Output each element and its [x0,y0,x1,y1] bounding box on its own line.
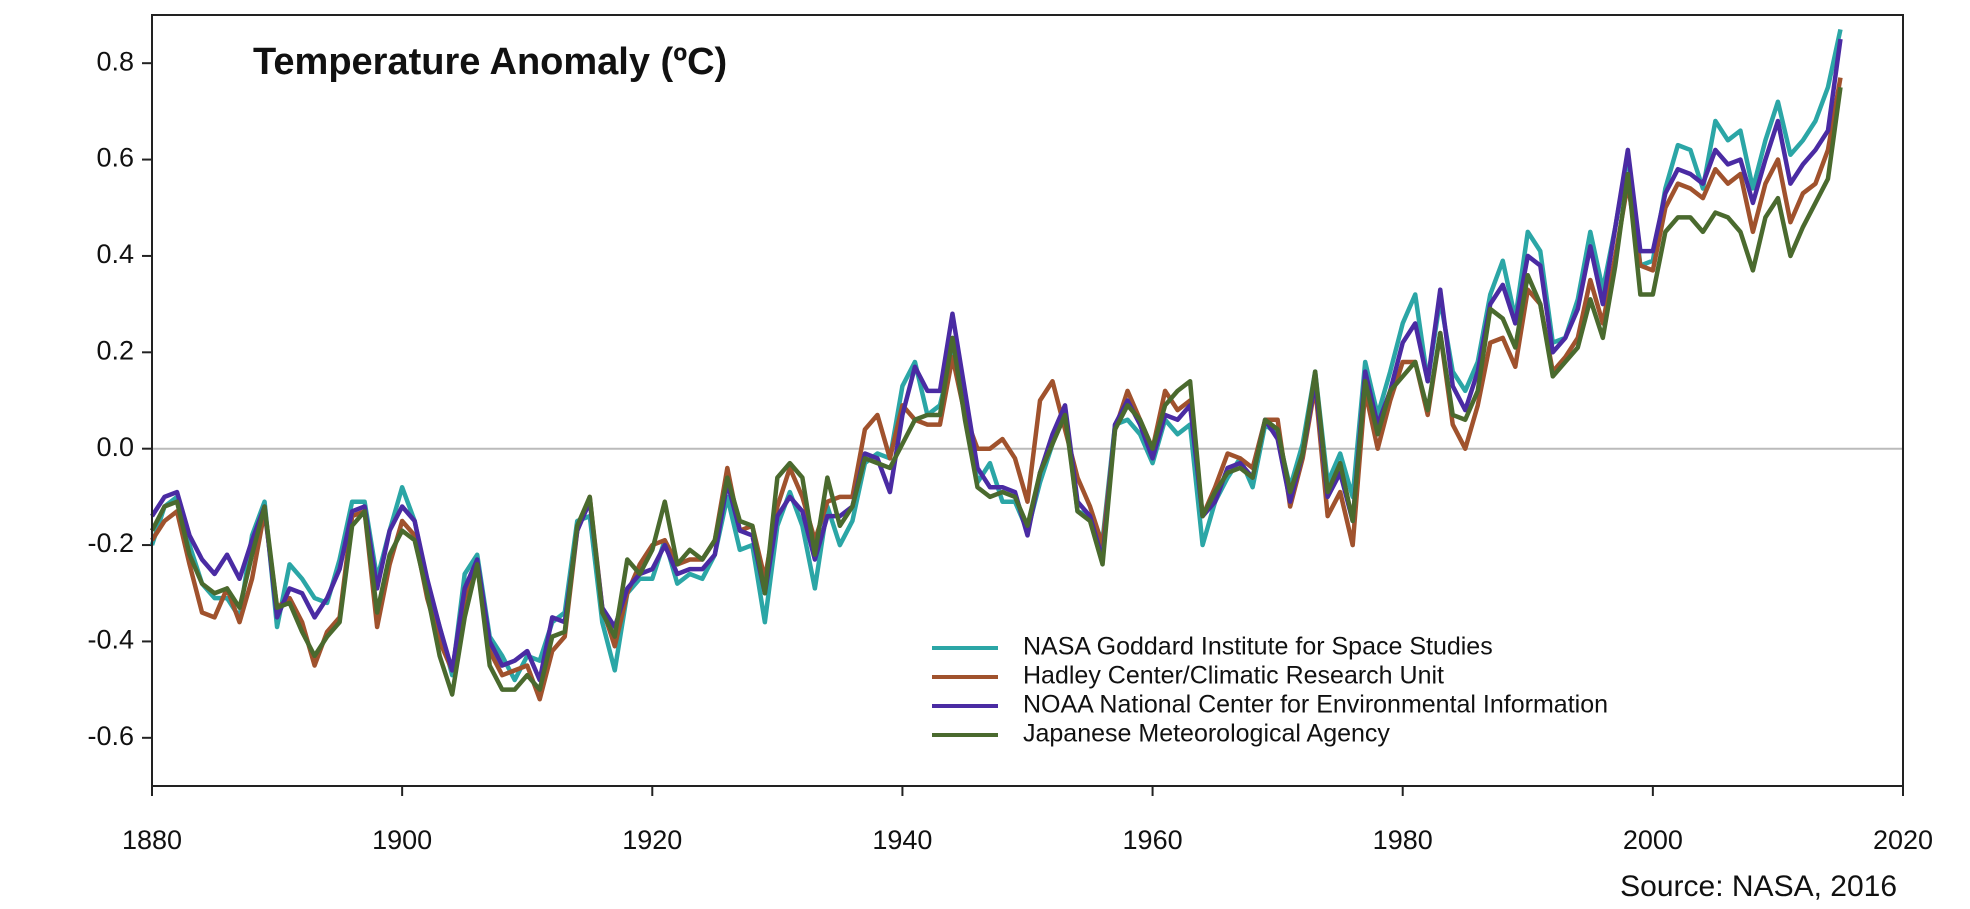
plot-frame [151,14,1904,787]
chart-title: Temperature Anomaly (ºC) [253,41,727,83]
legend-label: Hadley Center/Climatic Research Unit [1023,662,1444,690]
x-tick-label: 1880 [122,825,182,855]
y-tick-label: -0.4 [87,625,134,655]
series-line [150,77,1843,702]
y-tick-label: 0.2 [96,335,134,365]
legend-label: NOAA National Center for Environmental I… [1023,691,1608,719]
y-tick-label: 0.0 [96,432,134,462]
legend-label: Japanese Meteorological Agency [1023,720,1390,748]
series-line [150,86,1843,697]
series-line [149,28,1843,683]
x-tick-label: 1980 [1373,825,1433,855]
x-tick-label: 1900 [372,825,432,855]
x-tick-label: 1960 [1123,825,1183,855]
x-tick-label: 2000 [1623,825,1683,855]
x-tick-label: 1920 [622,825,682,855]
y-tick-label: -0.2 [87,528,134,558]
y-tick-label: 0.8 [96,46,134,76]
y-tick-label: 0.4 [96,239,134,269]
y-tick-label: 0.6 [96,143,134,173]
x-tick-label: 2020 [1873,825,1933,855]
series-line [150,38,1843,683]
y-tick-label: -0.6 [87,721,134,751]
legend-label: NASA Goddard Institute for Space Studies [1023,633,1493,661]
source-note: Source: NASA, 2016 [1620,870,1897,903]
x-tick-label: 1940 [872,825,932,855]
